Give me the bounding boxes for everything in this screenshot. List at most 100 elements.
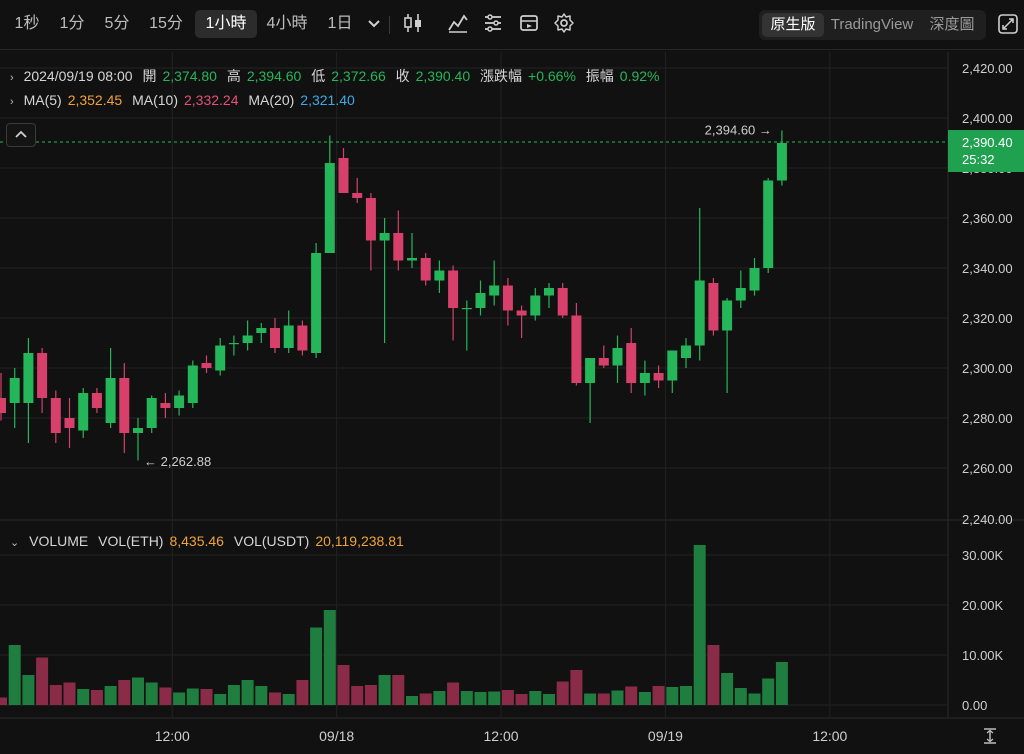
collapse-info-button[interactable] (6, 123, 36, 147)
volume-bar (597, 693, 610, 705)
change-value: +0.66% (528, 68, 576, 84)
volume-bar (748, 693, 761, 705)
candle-body (37, 353, 48, 398)
timeframe-1d[interactable]: 1日 (327, 15, 353, 32)
volume-bar (652, 686, 665, 705)
vol-usdt-label: VOL(USDT) (233, 533, 310, 549)
replay-icon[interactable] (518, 12, 540, 34)
volume-bar (666, 687, 679, 705)
amplitude-value: 0.92% (619, 68, 660, 84)
candle-body (146, 398, 157, 428)
price-tick-label: 2,420.00 (962, 61, 1013, 76)
candle-body (516, 310, 527, 316)
candle-body (187, 365, 198, 403)
open-value: 2,374.80 (162, 68, 217, 84)
vol-eth-value: 8,435.46 (169, 533, 224, 549)
change-label: 漲跌幅 (480, 68, 523, 84)
volume-bar (447, 682, 460, 705)
close-value: 2,390.40 (415, 68, 471, 84)
volume-bar (529, 691, 542, 705)
chevron-up-icon (15, 130, 27, 138)
ma5-label: MA(5) (23, 92, 62, 108)
chevron-down-icon[interactable]: ⌄ (10, 537, 20, 549)
chevron-right-icon[interactable]: › (10, 96, 14, 108)
candle-body (544, 288, 554, 296)
volume-bar (501, 690, 514, 705)
chevron-down-icon[interactable] (363, 12, 385, 34)
timeframe-1h[interactable]: 1小時 (195, 10, 257, 38)
ma-info-row: › MA(5) 2,352.45 MA(10) 2,332.24 MA(20) 2,3… (10, 92, 361, 108)
ohlc-info-row: › 2024/09/19 08:00 開 2,374.80 高 2,394.60 低… (10, 66, 665, 86)
volume-bar (241, 680, 254, 705)
candle-body (598, 358, 609, 366)
candle-body (612, 348, 623, 366)
ma10-label: MA(10) (132, 92, 178, 108)
volume-bar (0, 697, 7, 705)
volume-bar (775, 662, 788, 705)
candle-body (105, 378, 116, 423)
time-tick-label: 09/19 (648, 728, 683, 744)
timeframe-5m[interactable]: 5分 (104, 15, 130, 32)
settings-list-icon[interactable] (482, 12, 504, 34)
volume-bar (474, 692, 487, 705)
gear-icon[interactable] (553, 12, 575, 34)
volume-tick-label: 0.00 (962, 698, 987, 713)
fullscreen-icon[interactable] (997, 13, 1019, 35)
volume-bar (638, 692, 651, 705)
volume-bar (543, 694, 555, 705)
volume-bar (49, 685, 62, 705)
candle-body (681, 345, 691, 358)
candle-body (448, 270, 459, 308)
view-tradingview-tab[interactable]: TradingView (830, 16, 914, 33)
view-native-tab[interactable]: 原生版 (762, 13, 824, 37)
high-label: 高 (226, 68, 241, 84)
chevron-right-icon[interactable]: › (10, 72, 14, 84)
volume-bar (364, 685, 377, 705)
candle-body (420, 258, 431, 281)
candle-body (242, 335, 253, 343)
volume-bar (255, 686, 268, 705)
candle-body (502, 285, 513, 311)
candlestick-type-icon[interactable] (402, 12, 424, 34)
countdown-label: 25:32 (962, 152, 995, 167)
candle-body (78, 393, 89, 431)
candle-body (708, 283, 719, 331)
volume-bar (378, 675, 391, 705)
volume-bar (488, 691, 501, 705)
chart-toolbar: 1秒 1分 5分 15分 1小時 4小時 1日 原生版 TradingView … (0, 0, 1024, 50)
candle-body (393, 233, 404, 261)
candle-body (64, 418, 75, 428)
candle-body (133, 428, 143, 433)
candle-body (352, 193, 363, 198)
axis-reset-icon[interactable] (980, 726, 1000, 746)
candle-body (530, 295, 541, 316)
candle-body (228, 343, 239, 345)
volume-tick-label: 10.00K (962, 648, 1004, 663)
volume-tick-label: 20.00K (962, 598, 1004, 613)
candle-body (283, 325, 294, 348)
volume-bar (460, 691, 473, 705)
timeframe-15m[interactable]: 15分 (149, 15, 183, 32)
volume-bar (584, 693, 597, 705)
indicators-icon[interactable] (447, 12, 469, 34)
price-tick-label: 2,320.00 (962, 311, 1013, 326)
view-depth-tab[interactable]: 深度圖 (929, 16, 975, 33)
timeframe-4h[interactable]: 4小時 (266, 15, 308, 32)
timeframe-1s[interactable]: 1秒 (14, 15, 40, 32)
candle-body (365, 198, 376, 241)
current-price-label: 2,390.40 (962, 135, 1013, 150)
candle-body (434, 270, 445, 281)
volume-bar (693, 545, 706, 705)
time-tick-label: 12:00 (155, 728, 190, 744)
time-tick-label: 09/18 (319, 728, 354, 744)
candle-body (324, 163, 335, 253)
volume-bar (392, 675, 405, 705)
candle-body (639, 373, 650, 383)
time-tick-label: 12:00 (812, 728, 847, 744)
volume-bar (173, 692, 186, 705)
timeframe-1m[interactable]: 1分 (59, 15, 85, 32)
ma20-label: MA(20) (248, 92, 295, 108)
volume-bar (707, 645, 720, 705)
volume-bar (77, 689, 90, 705)
